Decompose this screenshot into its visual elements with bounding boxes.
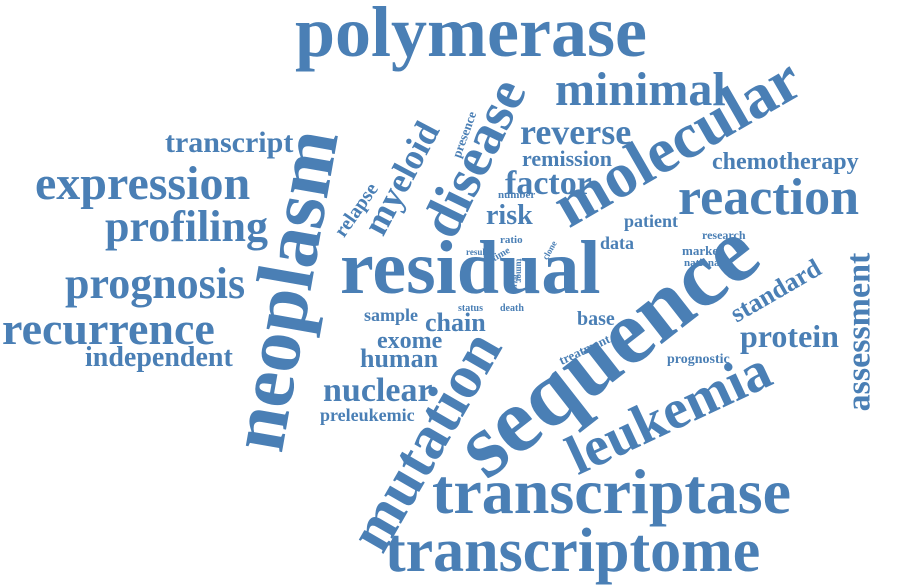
word-chemotherapy: chemotherapy bbox=[712, 149, 859, 175]
word-exome: exome bbox=[377, 328, 443, 354]
word-base: base bbox=[577, 308, 615, 330]
word-sample: sample bbox=[364, 305, 418, 325]
word-human: human bbox=[360, 344, 439, 373]
word-prognosis: prognosis bbox=[65, 259, 246, 308]
word-prognostic: prognostic bbox=[667, 352, 730, 367]
word-nuclear: nuclear bbox=[323, 372, 433, 409]
word-patient: patient bbox=[624, 211, 678, 231]
word-result: result bbox=[466, 247, 488, 257]
word-national: national bbox=[684, 257, 723, 269]
word-remission: remission bbox=[522, 146, 613, 171]
word-recurrence: recurrence bbox=[2, 303, 215, 354]
word-marker: marker bbox=[682, 243, 724, 258]
word-preleukemic: preleukemic bbox=[320, 405, 415, 425]
word-transcript: transcript bbox=[165, 126, 294, 159]
word-death: death bbox=[500, 303, 524, 314]
word-factor: factor bbox=[505, 165, 592, 202]
word-residual: residual bbox=[340, 226, 601, 310]
word-status: status bbox=[458, 303, 484, 314]
word-risk: risk bbox=[486, 200, 533, 231]
word-protein: protein bbox=[740, 318, 839, 354]
word-data: data bbox=[600, 233, 635, 253]
word-chain: chain bbox=[425, 308, 486, 337]
word-polymerase: polymerase bbox=[295, 0, 647, 72]
word-independent: independent bbox=[85, 342, 233, 373]
word-expression: expression bbox=[35, 157, 251, 210]
word-number: number bbox=[498, 189, 536, 201]
word-reaction: reaction bbox=[678, 169, 859, 226]
word-assessment: assessment bbox=[840, 252, 878, 412]
word-ratio: ratio bbox=[500, 234, 523, 246]
word-research: research bbox=[702, 228, 746, 242]
word-reverse: reverse bbox=[520, 112, 632, 152]
word-transcriptome: transcriptome bbox=[385, 517, 761, 585]
word-profiling: profiling bbox=[105, 202, 269, 251]
word-transcriptase: transcriptase bbox=[432, 456, 792, 527]
word-minimal: minimal bbox=[555, 63, 726, 116]
